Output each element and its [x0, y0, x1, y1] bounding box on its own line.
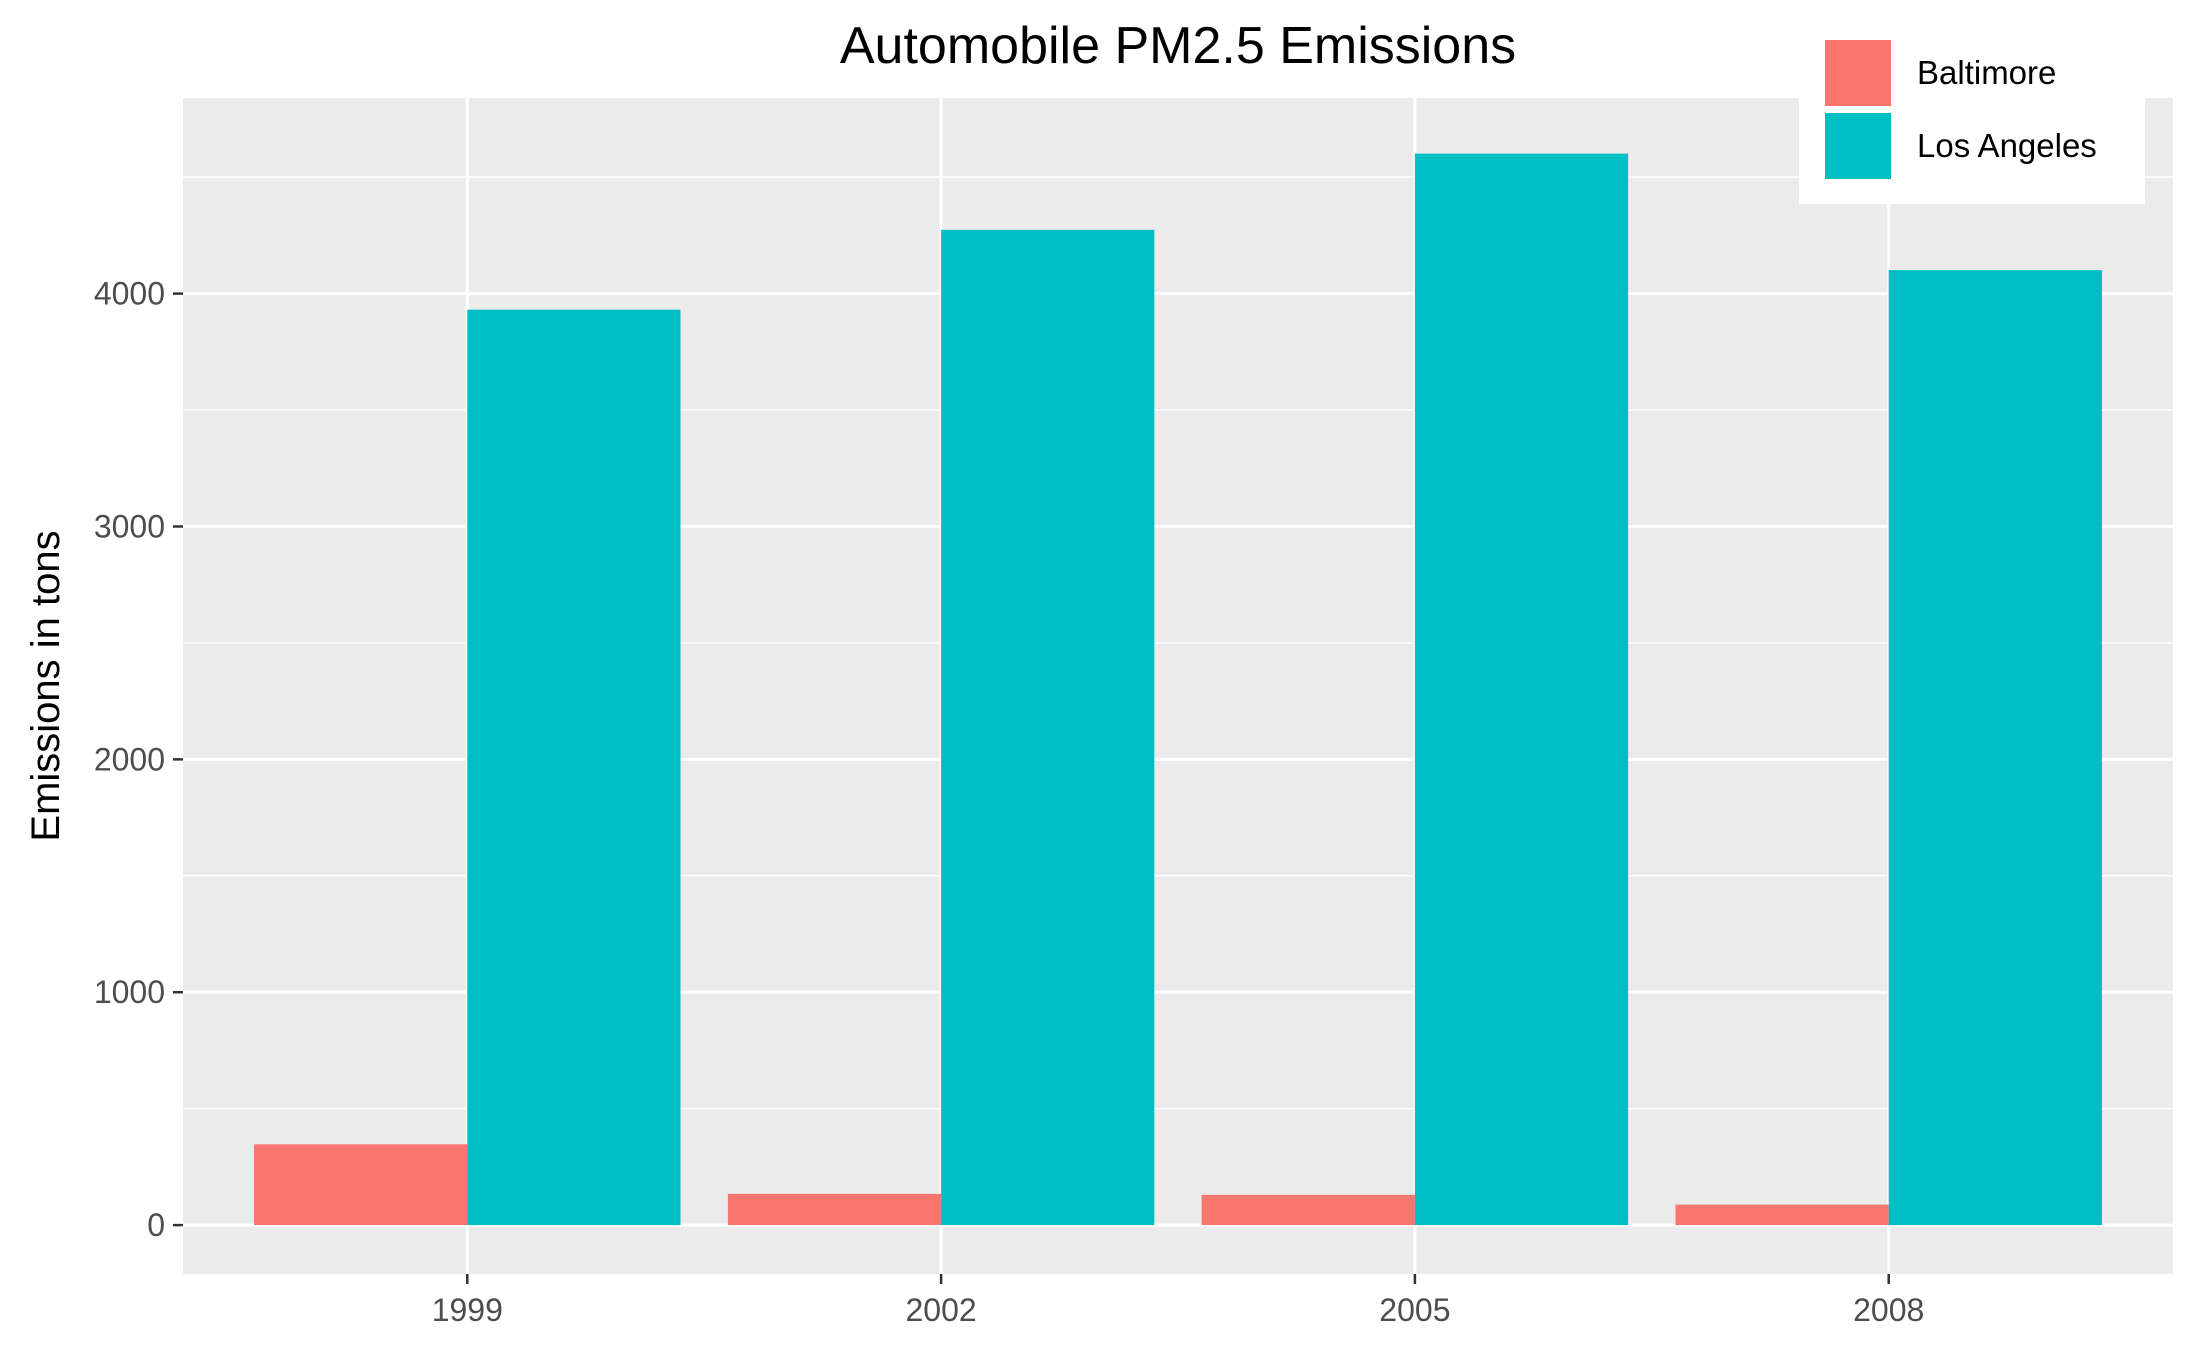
y-tick-label: 3000 [94, 508, 165, 544]
chart-title: Automobile PM2.5 Emissions [840, 17, 1516, 75]
bar-los-angeles-2008 [1888, 270, 2102, 1226]
y-axis: 0 1000 2000 3000 4000 [94, 276, 183, 1243]
bar-los-angeles-2002 [941, 229, 1155, 1226]
y-tick-label: 2000 [94, 741, 165, 777]
legend-key [1825, 113, 1891, 179]
bar-los-angeles-2005 [1414, 153, 1629, 1226]
x-axis: 1999 2002 2005 2008 [432, 1274, 1924, 1328]
x-tick-label: 1999 [432, 1292, 503, 1328]
x-tick-label: 2002 [906, 1292, 977, 1328]
y-tick-label: 0 [147, 1207, 165, 1243]
bar-baltimore-2002 [727, 1193, 942, 1226]
y-axis-label: Emissions in tons [24, 530, 68, 841]
legend-label: Baltimore [1917, 54, 2056, 91]
y-tick-label: 4000 [94, 276, 165, 312]
legend-label: Los Angeles [1917, 127, 2097, 164]
legend: Baltimore Los Angeles [1799, 18, 2145, 204]
bar-los-angeles-1999 [467, 309, 681, 1226]
legend-key [1825, 40, 1891, 106]
x-tick-label: 2005 [1379, 1292, 1450, 1328]
bars [254, 153, 2102, 1226]
bar-baltimore-2008 [1675, 1204, 1889, 1226]
bar-baltimore-2005 [1201, 1194, 1415, 1226]
y-tick-label: 1000 [94, 974, 165, 1010]
bar-baltimore-1999 [254, 1144, 468, 1226]
x-tick-label: 2008 [1853, 1292, 1924, 1328]
